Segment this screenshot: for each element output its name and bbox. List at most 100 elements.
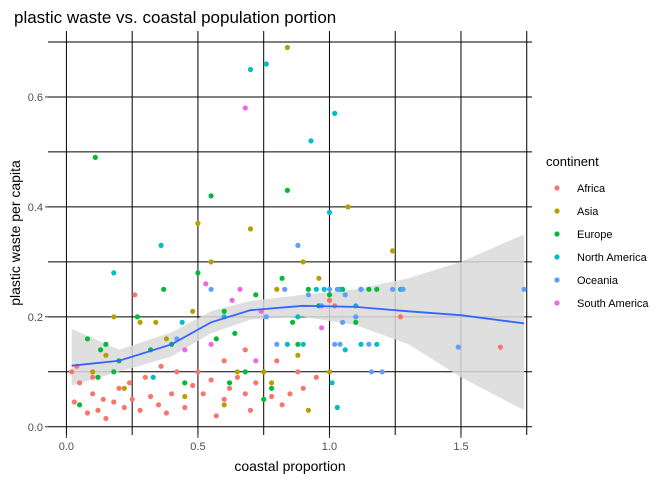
data-point-oceania (358, 286, 364, 292)
data-point-europe (279, 275, 285, 281)
data-point-europe (366, 286, 372, 292)
y-tick-label: 0.2 (28, 312, 43, 324)
data-point-oceania (263, 314, 269, 320)
data-point-africa (77, 380, 83, 386)
data-point-europe (111, 369, 117, 375)
data-point-asia (300, 259, 306, 265)
data-point-asia (121, 385, 127, 391)
data-point-north-america (313, 286, 319, 292)
y-axis-title: plastic waste per capita (7, 160, 23, 306)
legend-key-oceania (554, 277, 560, 283)
data-point-asia (190, 308, 196, 314)
data-point-africa (137, 407, 143, 413)
data-point-europe (226, 380, 233, 386)
data-point-oceania (368, 369, 375, 375)
data-point-europe (261, 396, 267, 402)
grid-lines (48, 31, 532, 435)
data-point-oceania (326, 286, 333, 292)
data-point-south-america (242, 105, 248, 111)
data-point-europe (326, 292, 333, 298)
data-point-africa (300, 385, 306, 391)
data-point-africa (129, 396, 135, 402)
data-point-north-america (247, 66, 254, 73)
data-point-africa (84, 410, 91, 416)
data-point-north-america (295, 314, 301, 320)
data-point-oceania (274, 341, 280, 347)
data-point-africa (169, 391, 175, 397)
y-tick-label: 0.6 (28, 92, 43, 104)
legend-label-asia: Asia (577, 206, 599, 218)
data-point-oceania (208, 286, 214, 292)
legend-key-north-america (554, 254, 560, 260)
data-point-africa (190, 382, 196, 389)
data-point-africa (226, 385, 233, 391)
data-point-africa (295, 369, 301, 375)
data-point-north-america (374, 341, 380, 347)
x-axis-title: coastal proportion (234, 458, 345, 474)
data-point-africa (242, 391, 248, 397)
data-point-africa (90, 374, 96, 380)
data-point-north-america (321, 286, 327, 292)
data-point-europe (182, 380, 188, 386)
data-point-north-america (329, 380, 335, 386)
data-point-south-america (253, 358, 259, 364)
data-point-europe (92, 154, 98, 160)
data-point-oceania (455, 344, 461, 350)
axis-ticks: 0.0 0.5 1.0 1.5 0.0 0.2 0.4 0.6 (28, 92, 469, 453)
legend-key-asia (554, 208, 560, 214)
legend-label-oceania: Oceania (577, 275, 619, 287)
data-point-africa (269, 393, 275, 400)
data-point-africa (287, 391, 293, 397)
data-point-south-america (182, 347, 188, 353)
data-point-africa (234, 374, 240, 380)
smooth-trend-line (71, 304, 525, 367)
data-point-europe (290, 319, 296, 325)
data-point-africa (95, 407, 101, 413)
legend-key-south-america (554, 300, 560, 306)
legend-title: continent (546, 154, 599, 169)
data-point-oceania (334, 286, 340, 292)
data-point-asia (111, 314, 117, 320)
data-point-south-america (319, 325, 325, 331)
data-point-asia (247, 226, 254, 232)
data-point-africa (253, 380, 259, 386)
data-point-south-america (229, 297, 235, 303)
y-tick-label: 0.4 (28, 202, 43, 214)
data-point-africa (90, 391, 96, 397)
legend-key-europe (554, 231, 560, 237)
data-point-africa (247, 407, 254, 413)
data-point-oceania (295, 242, 301, 248)
data-point-asia (295, 352, 301, 358)
data-point-africa (142, 374, 148, 380)
data-point-europe (242, 369, 248, 375)
data-point-africa (397, 314, 404, 320)
data-point-asia (153, 319, 159, 325)
data-point-north-america (158, 242, 164, 248)
data-point-asia (305, 407, 311, 413)
legend-label-south-america: South America (577, 298, 649, 310)
data-point-north-america (308, 138, 314, 144)
data-point-asia (221, 402, 227, 408)
data-point-south-america (208, 341, 214, 347)
data-point-north-america (358, 341, 364, 347)
data-point-africa (71, 399, 77, 405)
data-point-europe (221, 308, 227, 314)
data-point-africa (242, 347, 248, 353)
data-point-africa (497, 344, 503, 350)
confidence-band-area (71, 234, 525, 411)
data-point-europe (253, 292, 259, 298)
data-point-north-america (111, 270, 117, 276)
data-point-south-america (203, 281, 209, 287)
y-tick-label: 0.0 (28, 422, 43, 434)
data-point-oceania (340, 319, 346, 325)
data-point-asia (208, 259, 214, 265)
data-point-europe (208, 193, 214, 199)
data-point-north-america (179, 319, 185, 325)
data-point-asia (163, 336, 169, 342)
data-point-asia (261, 369, 267, 375)
data-point-africa (100, 396, 106, 402)
data-point-north-america (284, 341, 290, 347)
legend-label-north-america: North America (577, 252, 648, 264)
data-point-europe (295, 341, 301, 347)
